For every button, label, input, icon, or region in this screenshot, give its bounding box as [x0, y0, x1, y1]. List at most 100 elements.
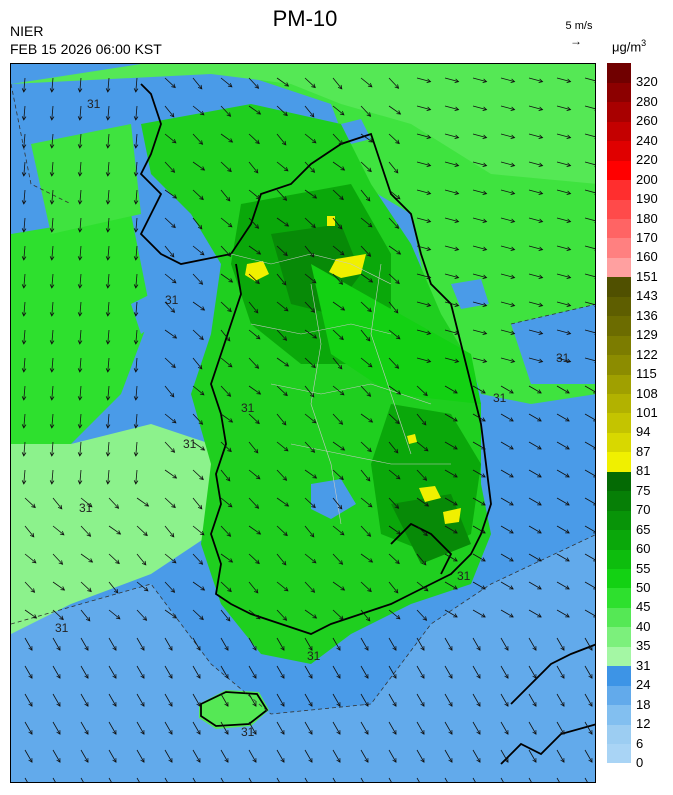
hotspot-81 — [443, 508, 461, 524]
wind-vector-head — [538, 302, 544, 307]
legend-swatch-87 — [607, 432, 631, 453]
contour-label: 31 — [87, 97, 101, 111]
wind-vector — [79, 105, 82, 120]
wind-vector — [51, 357, 54, 372]
wind-vector-head — [426, 218, 432, 223]
hotspot-81 — [329, 254, 366, 278]
wind-vector-head — [339, 110, 345, 116]
sea-field-18 — [11, 534, 595, 782]
wind-vector — [416, 693, 425, 707]
wind-vector-head — [509, 389, 514, 394]
wind-vector-head — [560, 730, 565, 735]
wind-vector — [220, 133, 233, 143]
wind-vector-head — [566, 78, 572, 83]
wind-vector — [220, 749, 229, 763]
wind-vector-head — [224, 646, 229, 651]
wind-vector — [528, 637, 537, 651]
wind-vector-head — [510, 302, 516, 307]
wind-vector — [556, 161, 571, 167]
wind-vector — [276, 609, 287, 621]
wind-vector — [79, 217, 82, 232]
wind-vector-head — [133, 340, 139, 345]
wind-vector-head — [227, 362, 233, 368]
inland-field-50 — [311, 264, 481, 404]
wind-vector-head — [171, 418, 177, 424]
wind-vector-head — [284, 362, 290, 367]
wind-vector — [528, 357, 543, 363]
legend-tick-label: 94 — [636, 424, 651, 440]
wind-vector — [556, 637, 565, 651]
wind-vector-head — [481, 529, 486, 534]
wind-vector-head — [565, 445, 570, 450]
wind-vector-head — [532, 730, 537, 735]
wind-vector-head — [393, 168, 399, 174]
wind-vector — [584, 637, 593, 651]
wind-vector — [164, 385, 175, 398]
wind-vector — [416, 441, 429, 452]
legend-swatch-108 — [607, 374, 631, 395]
wind-vector — [416, 581, 429, 592]
wind-vector — [80, 637, 89, 651]
wind-vector — [23, 329, 26, 344]
map-title: PM-10 — [272, 6, 338, 31]
wind-vector-head — [281, 420, 287, 426]
wind-vector — [472, 329, 487, 335]
wind-vector — [164, 217, 176, 228]
wind-vector — [360, 441, 372, 452]
wind-vector-head — [227, 502, 233, 508]
wind-vector-head — [77, 228, 83, 233]
wind-vector — [528, 553, 542, 562]
wind-vector-head — [367, 447, 372, 453]
wind-vector — [360, 413, 373, 423]
wind-vector — [388, 161, 399, 174]
wind-vector — [472, 637, 481, 651]
wind-vector — [556, 581, 570, 590]
wind-vector — [584, 357, 595, 362]
wind-vector — [220, 301, 232, 312]
wind-vector — [584, 693, 593, 707]
wind-vector-head — [133, 228, 139, 233]
wind-vector — [388, 273, 400, 284]
contour-label: 31 — [307, 649, 321, 663]
wind-vector — [556, 749, 565, 763]
wind-vector-head — [283, 391, 288, 397]
wind-vector — [444, 469, 458, 478]
wind-vector — [556, 357, 571, 363]
wind-vector — [276, 525, 288, 536]
wind-vector-head — [228, 418, 234, 423]
wind-vector-head — [393, 448, 399, 454]
wind-vector-head — [140, 730, 145, 735]
wind-vector — [584, 553, 595, 561]
wind-vector — [220, 469, 231, 482]
wind-vector — [304, 385, 315, 398]
contour-label: 31 — [55, 621, 69, 635]
wind-vector — [192, 301, 205, 311]
wind-vector — [444, 77, 459, 83]
wind-vector-head — [453, 445, 458, 450]
wind-vector-head — [255, 474, 261, 480]
wind-vector-head — [481, 613, 486, 618]
wind-vector — [388, 525, 401, 535]
wind-vector — [500, 553, 514, 562]
wind-vectors — [21, 77, 595, 782]
wind-vector — [360, 609, 371, 622]
wind-vector — [79, 357, 82, 372]
wind-vector — [276, 133, 287, 146]
wind-vector-head — [28, 674, 33, 679]
wind-vector — [304, 721, 313, 735]
wind-vector — [79, 441, 82, 456]
wind-vector-head — [396, 530, 402, 535]
wind-vector-head — [481, 417, 486, 422]
wind-vector-head — [392, 758, 397, 763]
wind-vector-head — [199, 475, 204, 481]
wind-vector-head — [395, 139, 400, 145]
wind-vector-head — [282, 616, 288, 621]
wind-vector — [80, 721, 89, 735]
legend-tick-label: 31 — [636, 657, 651, 673]
wind-vector-head — [281, 280, 287, 286]
wind-vector — [472, 413, 486, 422]
wind-vector — [416, 721, 425, 735]
wind-vector-head — [21, 452, 27, 457]
wind-vector-head — [49, 172, 55, 177]
wind-vector — [472, 217, 487, 223]
